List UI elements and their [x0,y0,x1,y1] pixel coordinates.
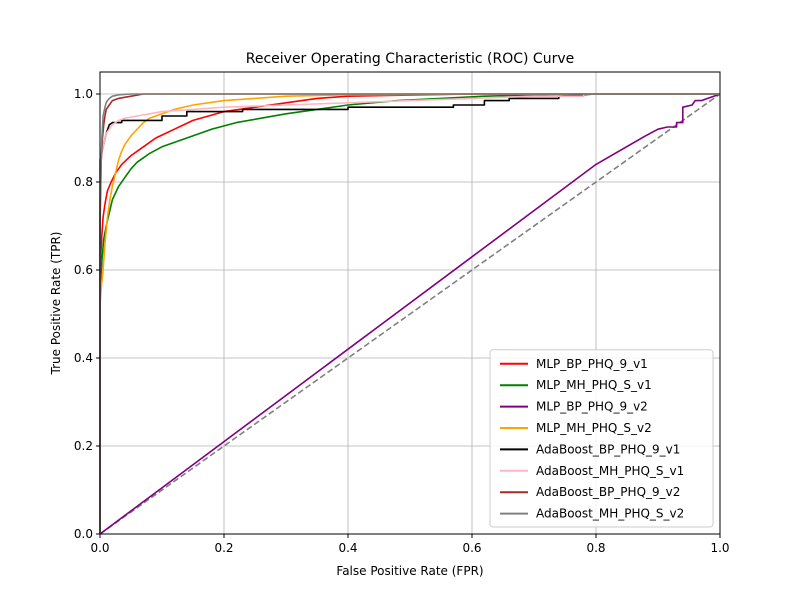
series-line-adaboost-bp-phq-9-v1 [99,93,720,534]
y-ticks: 0.0 0.2 0.4 0.6 0.8 1.0 [74,87,100,541]
legend-label: MLP_MH_PHQ_S_v1 [536,378,652,392]
x-tick-label: 0.0 [90,541,109,555]
x-axis-label: False Positive Rate (FPR) [336,564,483,578]
y-tick-label: 0.8 [74,175,93,189]
legend-box [489,349,714,528]
series-line-mlp-mh-phq-s-v2 [99,93,720,534]
y-tick-label: 0.6 [74,263,93,277]
legend-label: AdaBoost_BP_PHQ_9_v1 [536,442,680,456]
y-axis-label: True Positive Rate (TPR) [49,232,63,376]
x-tick-label: 0.4 [338,541,357,555]
x-tick-label: 0.8 [586,541,605,555]
series-line-mlp-bp-phq-9-v1 [99,93,720,534]
y-tick-label: 0.4 [74,351,93,365]
reference-diagonal-line [99,93,721,535]
legend-label: AdaBoost_MH_PHQ_S_v2 [536,507,684,521]
legend-label: MLP_BP_PHQ_9_v1 [536,357,648,371]
legend-label: AdaBoost_BP_PHQ_9_v2 [536,485,680,499]
series-lines [99,93,721,535]
legend-label: MLP_BP_PHQ_9_v2 [536,400,648,414]
legend-label: AdaBoost_MH_PHQ_S_v1 [536,464,684,478]
legend-label: MLP_MH_PHQ_S_v2 [536,421,652,435]
y-tick-label: 1.0 [74,87,93,101]
chart-title: Receiver Operating Characteristic (ROC) … [246,51,575,67]
series-line-adaboost-mh-phq-s-v2 [99,93,720,534]
y-tick-label: 0.2 [74,439,93,453]
x-tick-label: 0.2 [214,541,233,555]
series-line-mlp-bp-phq-9-v2 [99,93,721,535]
x-ticks: 0.0 0.2 0.4 0.6 0.8 1.0 [90,534,730,555]
legend: MLP_BP_PHQ_9_v1 MLP_MH_PHQ_S_v1 MLP_BP_PHQ… [489,349,714,528]
x-tick-label: 1.0 [710,541,729,555]
series-line-adaboost-mh-phq-s-v1 [99,93,720,534]
plot-frame [99,71,721,535]
x-tick-label: 0.6 [462,541,481,555]
reference-diagonal [99,93,721,535]
y-tick-label: 0.0 [74,527,93,541]
